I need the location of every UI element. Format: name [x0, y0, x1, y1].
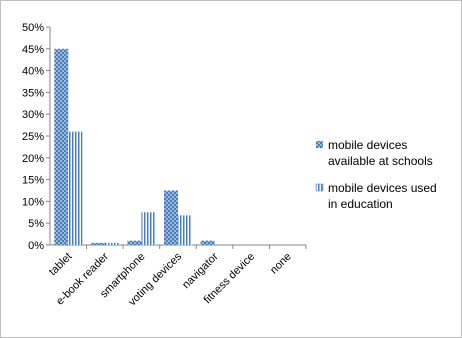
bar-tablet-series-2 [68, 131, 83, 245]
bar-smartphone-series-2 [141, 212, 156, 245]
y-tick-label: 35% [22, 87, 44, 99]
bar-voting-devices-series-2 [178, 215, 192, 245]
legend: mobile devices available at schools mobile… [315, 138, 437, 211]
bar-tablet-series-1 [54, 48, 69, 245]
legend-label: in education [328, 197, 393, 211]
bar-navigator-series-1 [200, 240, 215, 245]
y-tick-label: 15% [22, 175, 44, 187]
y-tick-label: 40% [22, 66, 44, 78]
legend-label: available at schools [328, 154, 433, 168]
legend-label: mobile devices [328, 138, 407, 152]
bar-smartphone-series-1 [127, 240, 142, 245]
y-axis: 0% 5% 10% 15% 20% 25% 30% 35% 40% 45% 50% [22, 22, 51, 252]
y-tick-label: 45% [22, 44, 44, 56]
legend-label: mobile devices used [328, 181, 437, 195]
legend-swatch [316, 141, 323, 148]
bars [54, 48, 215, 245]
y-tick-label: 30% [22, 109, 44, 121]
bar-e-book-reader-series-1 [90, 242, 105, 245]
legend-swatch [315, 183, 324, 192]
y-tick-label: 0% [28, 240, 44, 252]
bar-voting-devices-series-1 [164, 190, 178, 245]
y-tick-label: 50% [22, 22, 44, 34]
y-tick-label: 20% [22, 153, 44, 165]
y-tick-label: 25% [22, 131, 44, 143]
y-tick-label: 10% [22, 196, 44, 208]
bar-e-book-reader-series-2 [104, 242, 119, 245]
y-tick-label: 5% [28, 218, 44, 230]
